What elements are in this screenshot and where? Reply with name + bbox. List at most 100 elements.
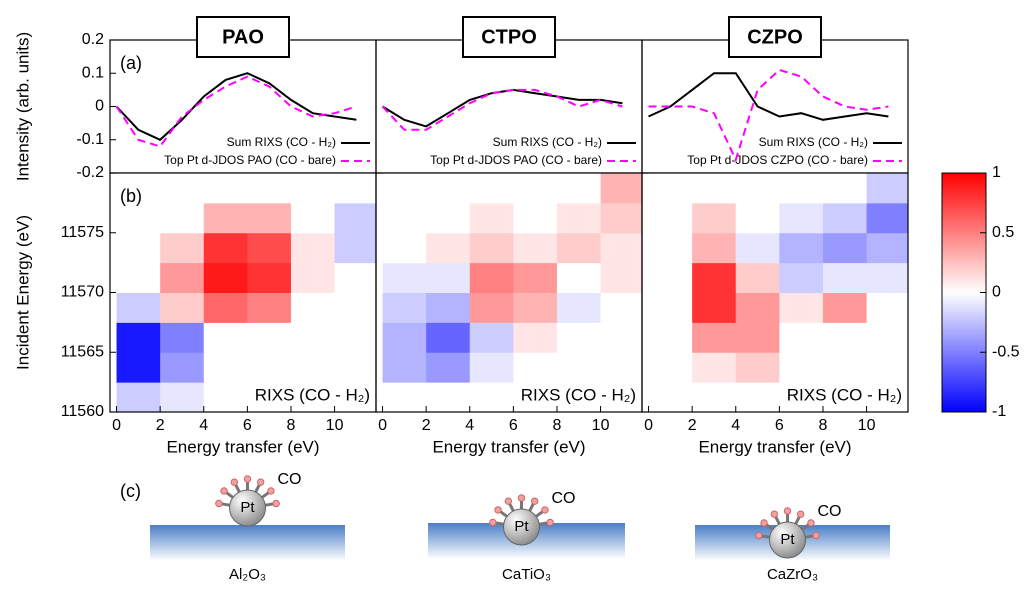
heat-cell bbox=[203, 352, 248, 383]
heat-cell bbox=[290, 202, 336, 234]
series-line bbox=[115, 72, 357, 141]
heat-cell bbox=[822, 173, 868, 204]
heat-cell bbox=[469, 262, 514, 293]
heat-cell bbox=[290, 292, 336, 323]
heat-cell bbox=[247, 173, 292, 204]
heat-cell bbox=[334, 202, 376, 234]
ligand-bond bbox=[234, 484, 241, 493]
heat-cell bbox=[513, 232, 558, 264]
series-line bbox=[115, 75, 357, 148]
ligand-bond bbox=[539, 521, 548, 526]
heat-cell bbox=[290, 322, 336, 353]
ligand-bond bbox=[774, 516, 781, 525]
ligand-atom bbox=[546, 518, 554, 527]
annotation: RIXS (CO - H₂) bbox=[787, 385, 902, 404]
x-tick-label: 4 bbox=[731, 417, 740, 434]
heat-cell bbox=[334, 232, 376, 264]
heat-cell bbox=[513, 202, 558, 234]
adsorbate-label: CO bbox=[552, 490, 576, 507]
heatmap bbox=[382, 173, 642, 412]
y-tick-label: -0.1 bbox=[76, 131, 104, 148]
title-box bbox=[196, 16, 290, 58]
legend-label: Sum RIXS (CO - H₂) bbox=[759, 135, 868, 149]
heat-cell bbox=[513, 352, 558, 383]
x-tick-label: 8 bbox=[819, 417, 828, 434]
heat-cell bbox=[290, 262, 336, 293]
heat-cell bbox=[600, 202, 642, 234]
title-box bbox=[728, 16, 822, 58]
substrate-label: Al₂O₃ bbox=[229, 566, 266, 583]
x-tick-label: 0 bbox=[112, 417, 121, 434]
ligand-bond bbox=[499, 510, 508, 518]
x-tick-label: 4 bbox=[199, 417, 208, 434]
heat-cell bbox=[866, 232, 908, 264]
heat-cell bbox=[556, 382, 602, 412]
heat-cell bbox=[600, 173, 642, 204]
heat-cell bbox=[160, 173, 205, 204]
heat-cell bbox=[203, 322, 248, 353]
heat-cell bbox=[822, 262, 868, 293]
heat-cell bbox=[334, 352, 376, 383]
heat-cell bbox=[469, 322, 514, 353]
heat-cell bbox=[469, 352, 514, 383]
y-axis-label: Intensity (arb. units) bbox=[13, 32, 32, 181]
heat-cell bbox=[116, 202, 161, 234]
heat-cell bbox=[648, 382, 693, 412]
heat-cell bbox=[866, 173, 908, 204]
ligand-atom bbox=[230, 478, 239, 486]
heat-cell bbox=[116, 262, 161, 293]
x-tick-label: 10 bbox=[592, 417, 610, 434]
y-tick-label: 11560 bbox=[61, 403, 104, 420]
heat-cell bbox=[779, 173, 824, 204]
heat-cell bbox=[426, 202, 471, 234]
panel-label: (b) bbox=[120, 186, 142, 206]
heat-cell bbox=[247, 292, 292, 323]
heat-cell bbox=[648, 322, 693, 353]
heat-cell bbox=[160, 202, 205, 234]
heat-cell bbox=[556, 173, 602, 204]
y-tick-label: 0.2 bbox=[82, 31, 104, 48]
y-axis-label: Incident Energy (eV) bbox=[13, 215, 32, 370]
heat-cell bbox=[692, 292, 737, 323]
heat-cell bbox=[648, 262, 693, 293]
heat-cell bbox=[735, 202, 780, 234]
heat-cell bbox=[160, 352, 205, 383]
ligand-atom bbox=[504, 497, 513, 505]
heat-cell bbox=[779, 322, 824, 353]
heat-cell bbox=[513, 382, 558, 412]
x-tick-label: 0 bbox=[644, 417, 653, 434]
title-box bbox=[462, 16, 556, 58]
heat-cell bbox=[866, 292, 908, 323]
particle bbox=[769, 521, 806, 559]
heat-cell bbox=[426, 232, 471, 264]
ligand-atom bbox=[770, 510, 779, 518]
heat-cell bbox=[692, 382, 737, 412]
series-line bbox=[648, 72, 889, 121]
ligand-atom bbox=[760, 519, 768, 527]
heat-cell bbox=[469, 382, 514, 412]
heat-cell bbox=[822, 352, 868, 383]
heat-cell bbox=[247, 352, 292, 383]
ligand-bond bbox=[495, 521, 504, 526]
ligand-bond bbox=[794, 516, 801, 525]
heat-cell bbox=[116, 382, 161, 412]
heat-cell bbox=[247, 382, 292, 412]
heat-cell bbox=[513, 262, 558, 293]
heat-cell bbox=[779, 262, 824, 293]
heat-cell bbox=[822, 232, 868, 264]
ligand-atom bbox=[796, 510, 805, 518]
heat-cell bbox=[382, 202, 427, 234]
cb-tick-label: 0 bbox=[992, 284, 1001, 301]
heat-cell bbox=[779, 202, 824, 234]
heat-cell bbox=[779, 352, 824, 383]
heat-cell bbox=[160, 262, 205, 293]
panel-title: CZPO bbox=[747, 26, 803, 48]
legend-label: Sum RIXS (CO - H₂) bbox=[493, 135, 602, 149]
y-tick-label: -0.2 bbox=[76, 164, 104, 181]
heat-cell bbox=[866, 382, 908, 412]
legend-label: Sum RIXS (CO - H₂) bbox=[227, 135, 336, 149]
ligand-bond bbox=[801, 523, 810, 531]
heat-cell bbox=[469, 202, 514, 234]
panel-label: (c) bbox=[120, 481, 141, 501]
x-tick-label: 6 bbox=[243, 417, 252, 434]
